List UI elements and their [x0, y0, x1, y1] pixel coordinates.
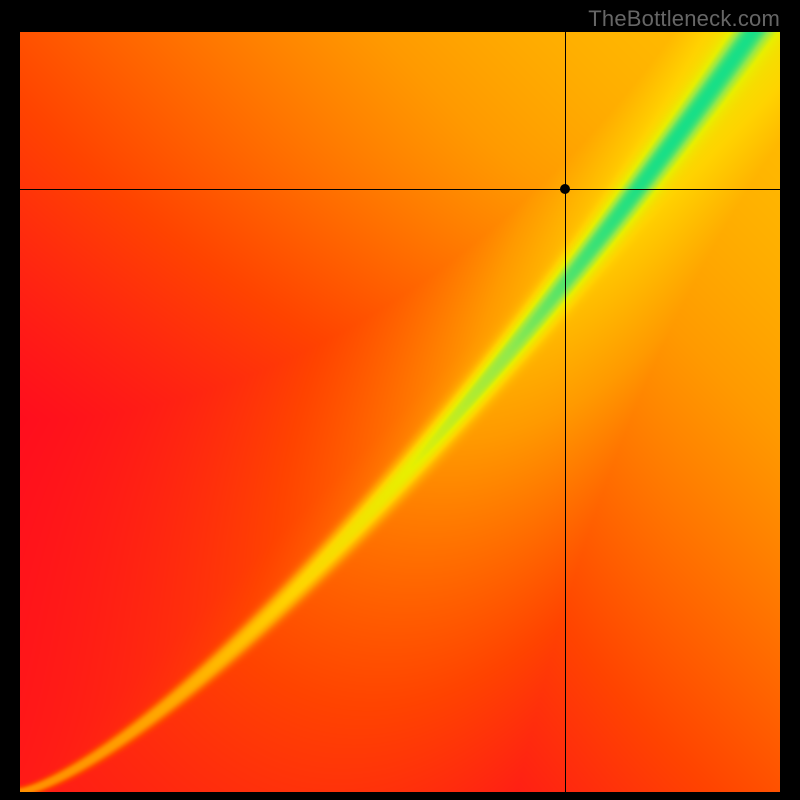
crosshair-vertical [565, 32, 566, 792]
watermark-text: TheBottleneck.com [588, 6, 780, 32]
crosshair-horizontal [20, 189, 780, 190]
crosshair-marker [560, 184, 570, 194]
heatmap-plot [20, 32, 780, 792]
heatmap-canvas [20, 32, 780, 792]
